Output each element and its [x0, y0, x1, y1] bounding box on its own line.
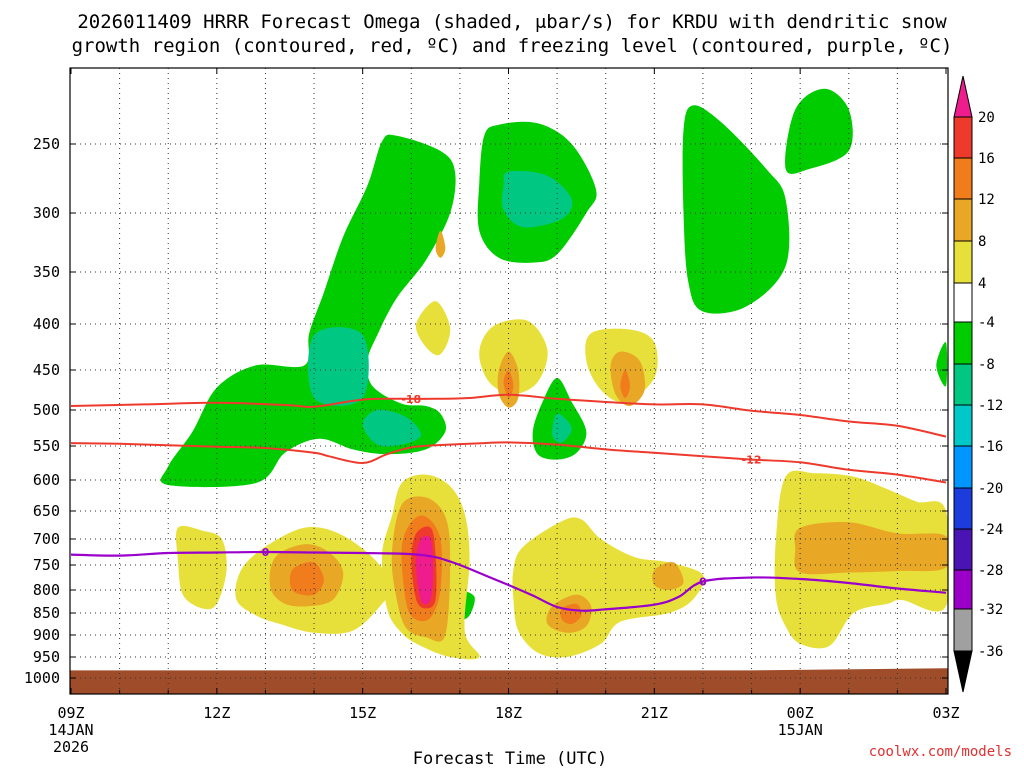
- y-tick-label: 500: [33, 401, 60, 419]
- y-tick-label: 1000: [24, 669, 60, 687]
- colorbar-label: 8: [978, 234, 986, 250]
- colorbar-top-triangle: [953, 75, 973, 118]
- omega-region: [794, 521, 948, 575]
- colorbar-segment: [953, 404, 973, 447]
- omega-region: [936, 341, 948, 387]
- colorbar-label: 16: [978, 151, 995, 167]
- omega-region: [620, 370, 630, 398]
- y-tick-label: 700: [33, 530, 60, 548]
- y-tick-label: 600: [33, 471, 60, 489]
- temp-contour-line: [70, 393, 947, 438]
- colorbar-segment: [953, 363, 973, 406]
- chart-title-line-1: 2026011409 HRRR Forecast Omega (shaded, …: [77, 11, 947, 33]
- omega-region: [308, 327, 369, 406]
- x-tick-label: 12Z: [203, 704, 230, 722]
- y-tick-label: 300: [33, 204, 60, 222]
- colorbar-label: 20: [978, 110, 995, 126]
- colorbar-label: -24: [978, 522, 1003, 538]
- omega-region: [682, 105, 790, 314]
- temp-contour-line: [70, 441, 947, 484]
- colorbar-segment: [953, 445, 973, 489]
- colorbar-segment: [953, 116, 973, 159]
- y-tick-label: 800: [33, 581, 60, 599]
- colorbar-label: -32: [978, 602, 1003, 618]
- colorbar-label: -8: [978, 357, 995, 373]
- omega-region: [182, 543, 196, 574]
- omega-region: [785, 88, 853, 174]
- x-tick-label: 21Z: [641, 704, 668, 722]
- colorbar-label: -20: [978, 481, 1003, 497]
- colorbar-segment: [953, 240, 973, 284]
- omega-region: [479, 319, 548, 394]
- colorbar-label: 12: [978, 192, 995, 208]
- freezing-level-label: 0: [262, 546, 270, 559]
- colorbar-segment: [953, 487, 973, 530]
- y-tick-label: 400: [33, 315, 60, 333]
- x-tick-label: 00Z: [787, 704, 814, 722]
- y-tick-label: 350: [33, 263, 60, 281]
- omega-region: [652, 561, 684, 591]
- y-tick-label: 550: [33, 437, 60, 455]
- chart-title-line-2: growth region (contoured, red, ºC) and f…: [72, 35, 953, 57]
- x-tick-date: 14JAN: [48, 721, 93, 739]
- colorbar-label: -4: [978, 315, 995, 331]
- x-axis-label: Forecast Time (UTC): [413, 749, 607, 768]
- y-tick-label: 850: [33, 604, 60, 622]
- colorbar: 20 16 12 8 4 -4 -8 -12 -16 -20 -24 -28 -32 -36: [953, 75, 1003, 693]
- x-tick-date: 15JAN: [778, 721, 823, 739]
- colorbar-segment: [953, 198, 973, 242]
- omega-region: [416, 535, 434, 605]
- temp-contour-label: -18: [401, 393, 421, 406]
- ground-layer: [70, 668, 948, 694]
- colorbar-label: 4: [978, 276, 986, 292]
- colorbar-label: -28: [978, 563, 1003, 579]
- colorbar-segment: [953, 282, 973, 323]
- colorbar-segment: [953, 321, 973, 365]
- colorbar-segment: [953, 608, 973, 652]
- x-tick-label: 15Z: [349, 704, 376, 722]
- y-tick-label: 450: [33, 361, 60, 379]
- colorbar-label: -36: [978, 644, 1003, 660]
- colorbar-label: -12: [978, 398, 1003, 414]
- colorbar-label: -16: [978, 439, 1003, 455]
- colorbar-segment: [953, 528, 973, 571]
- y-tick-label: 750: [33, 556, 60, 574]
- y-tick-label: 250: [33, 135, 60, 153]
- omega-region: [552, 413, 572, 443]
- omega-region: [415, 301, 451, 356]
- colorbar-bottom-triangle: [953, 650, 973, 693]
- colorbar-segment: [953, 569, 973, 610]
- y-tick-label: 650: [33, 502, 60, 520]
- freezing-level-contour: 00: [70, 546, 947, 612]
- y-tick-label: 950: [33, 648, 60, 666]
- freezing-level-label: 0: [699, 576, 707, 589]
- colorbar-segment: [953, 157, 973, 200]
- temp-contour-label: -12: [742, 454, 762, 467]
- ground-fill: [70, 668, 948, 694]
- x-tick-label: 09Z: [57, 704, 84, 722]
- x-tick-label: 18Z: [495, 704, 522, 722]
- omega-region: [362, 409, 422, 447]
- y-axis: 250 300 350 400 450 500 550 600 650 700 750 800 850 9…: [24, 135, 948, 687]
- x-tick-label: 03Z: [932, 704, 959, 722]
- y-tick-label: 900: [33, 626, 60, 644]
- omega-region: [435, 230, 446, 258]
- credit-text[interactable]: coolwx.com/models: [869, 744, 1012, 760]
- omega-region: [501, 170, 573, 228]
- temperature-contours: -18 -12: [70, 393, 947, 484]
- x-tick-year: 2026: [53, 738, 89, 756]
- omega-region: [289, 561, 324, 596]
- freezing-level-line: [70, 550, 947, 612]
